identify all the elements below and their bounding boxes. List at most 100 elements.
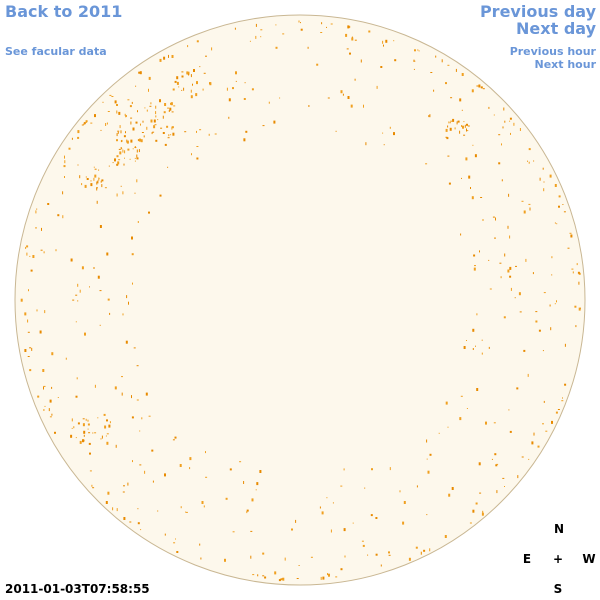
facula (140, 529, 142, 531)
facula (367, 554, 369, 556)
facula (28, 289, 29, 292)
facula (75, 294, 78, 296)
facula (340, 90, 343, 94)
facula (130, 117, 133, 119)
facula (195, 93, 198, 97)
next-hour-link[interactable]: Next hour (534, 58, 597, 71)
facula (164, 533, 166, 536)
facula (273, 120, 276, 124)
facula (354, 39, 357, 41)
facula (448, 121, 450, 124)
facula (474, 265, 476, 267)
facula (196, 81, 198, 85)
facula (521, 456, 524, 458)
facula (89, 452, 91, 455)
facula (180, 506, 182, 509)
facula (153, 119, 156, 123)
facula (226, 87, 228, 91)
facula (433, 89, 435, 92)
facula (478, 462, 481, 466)
facula (445, 401, 448, 405)
facula (96, 187, 98, 191)
compass-north: N (553, 522, 565, 536)
facula (99, 225, 102, 228)
facula (280, 579, 282, 581)
facula (476, 313, 478, 316)
facula (427, 470, 430, 474)
facula (159, 99, 161, 103)
facula (235, 71, 237, 75)
facula (132, 282, 133, 285)
facula (148, 76, 151, 80)
facula (137, 110, 138, 113)
facula (94, 432, 97, 434)
facula (278, 579, 281, 582)
facula (81, 124, 84, 126)
facula (31, 347, 33, 351)
facula (121, 392, 123, 396)
facula (363, 104, 364, 108)
facula (459, 98, 462, 102)
facula (459, 130, 461, 134)
facula (492, 216, 495, 218)
facula (150, 119, 153, 123)
facula (365, 142, 367, 146)
facula (24, 312, 27, 316)
facula (465, 157, 468, 161)
facula (126, 295, 128, 299)
facula (542, 167, 544, 170)
facula (82, 418, 85, 420)
facular-link[interactable]: See facular data (5, 45, 107, 58)
facula (479, 492, 482, 494)
facula (508, 409, 510, 411)
facula (26, 245, 29, 248)
facula (228, 116, 230, 119)
facula (176, 76, 179, 80)
facula (550, 327, 552, 331)
facula (385, 39, 388, 43)
facula (494, 453, 497, 456)
facula (162, 115, 164, 119)
facula (136, 157, 139, 160)
facula (132, 460, 133, 463)
facula (370, 514, 373, 517)
facula (447, 125, 449, 128)
facula (343, 468, 345, 471)
next-day-link[interactable]: Next day (516, 19, 596, 38)
facula (461, 109, 463, 111)
back-link[interactable]: Back to 2011 (5, 2, 123, 21)
facula (531, 441, 534, 445)
facula (466, 123, 468, 126)
facula (326, 26, 327, 28)
facula (121, 376, 123, 378)
facula (472, 144, 474, 146)
facula (94, 384, 96, 388)
facula (426, 514, 428, 516)
facula (523, 210, 526, 214)
facula (97, 417, 99, 419)
facula (43, 251, 45, 254)
facula (447, 426, 449, 428)
previous-day-link[interactable]: Previous day (479, 2, 596, 21)
previous-hour-link[interactable]: Previous hour (509, 45, 596, 58)
facula (101, 435, 103, 439)
facula (103, 413, 106, 416)
facula (175, 538, 176, 540)
facula (140, 139, 143, 143)
facula (47, 203, 50, 205)
facula (137, 221, 139, 223)
facula (473, 267, 476, 271)
facula (475, 502, 478, 505)
facula (413, 59, 415, 62)
facula (426, 458, 428, 460)
facula (87, 428, 89, 430)
facula (77, 283, 79, 287)
facula (124, 113, 126, 116)
facula (64, 155, 65, 159)
facula (151, 449, 154, 452)
facula (577, 271, 580, 274)
facula (94, 114, 96, 118)
facula (448, 493, 451, 497)
facula (493, 114, 495, 116)
